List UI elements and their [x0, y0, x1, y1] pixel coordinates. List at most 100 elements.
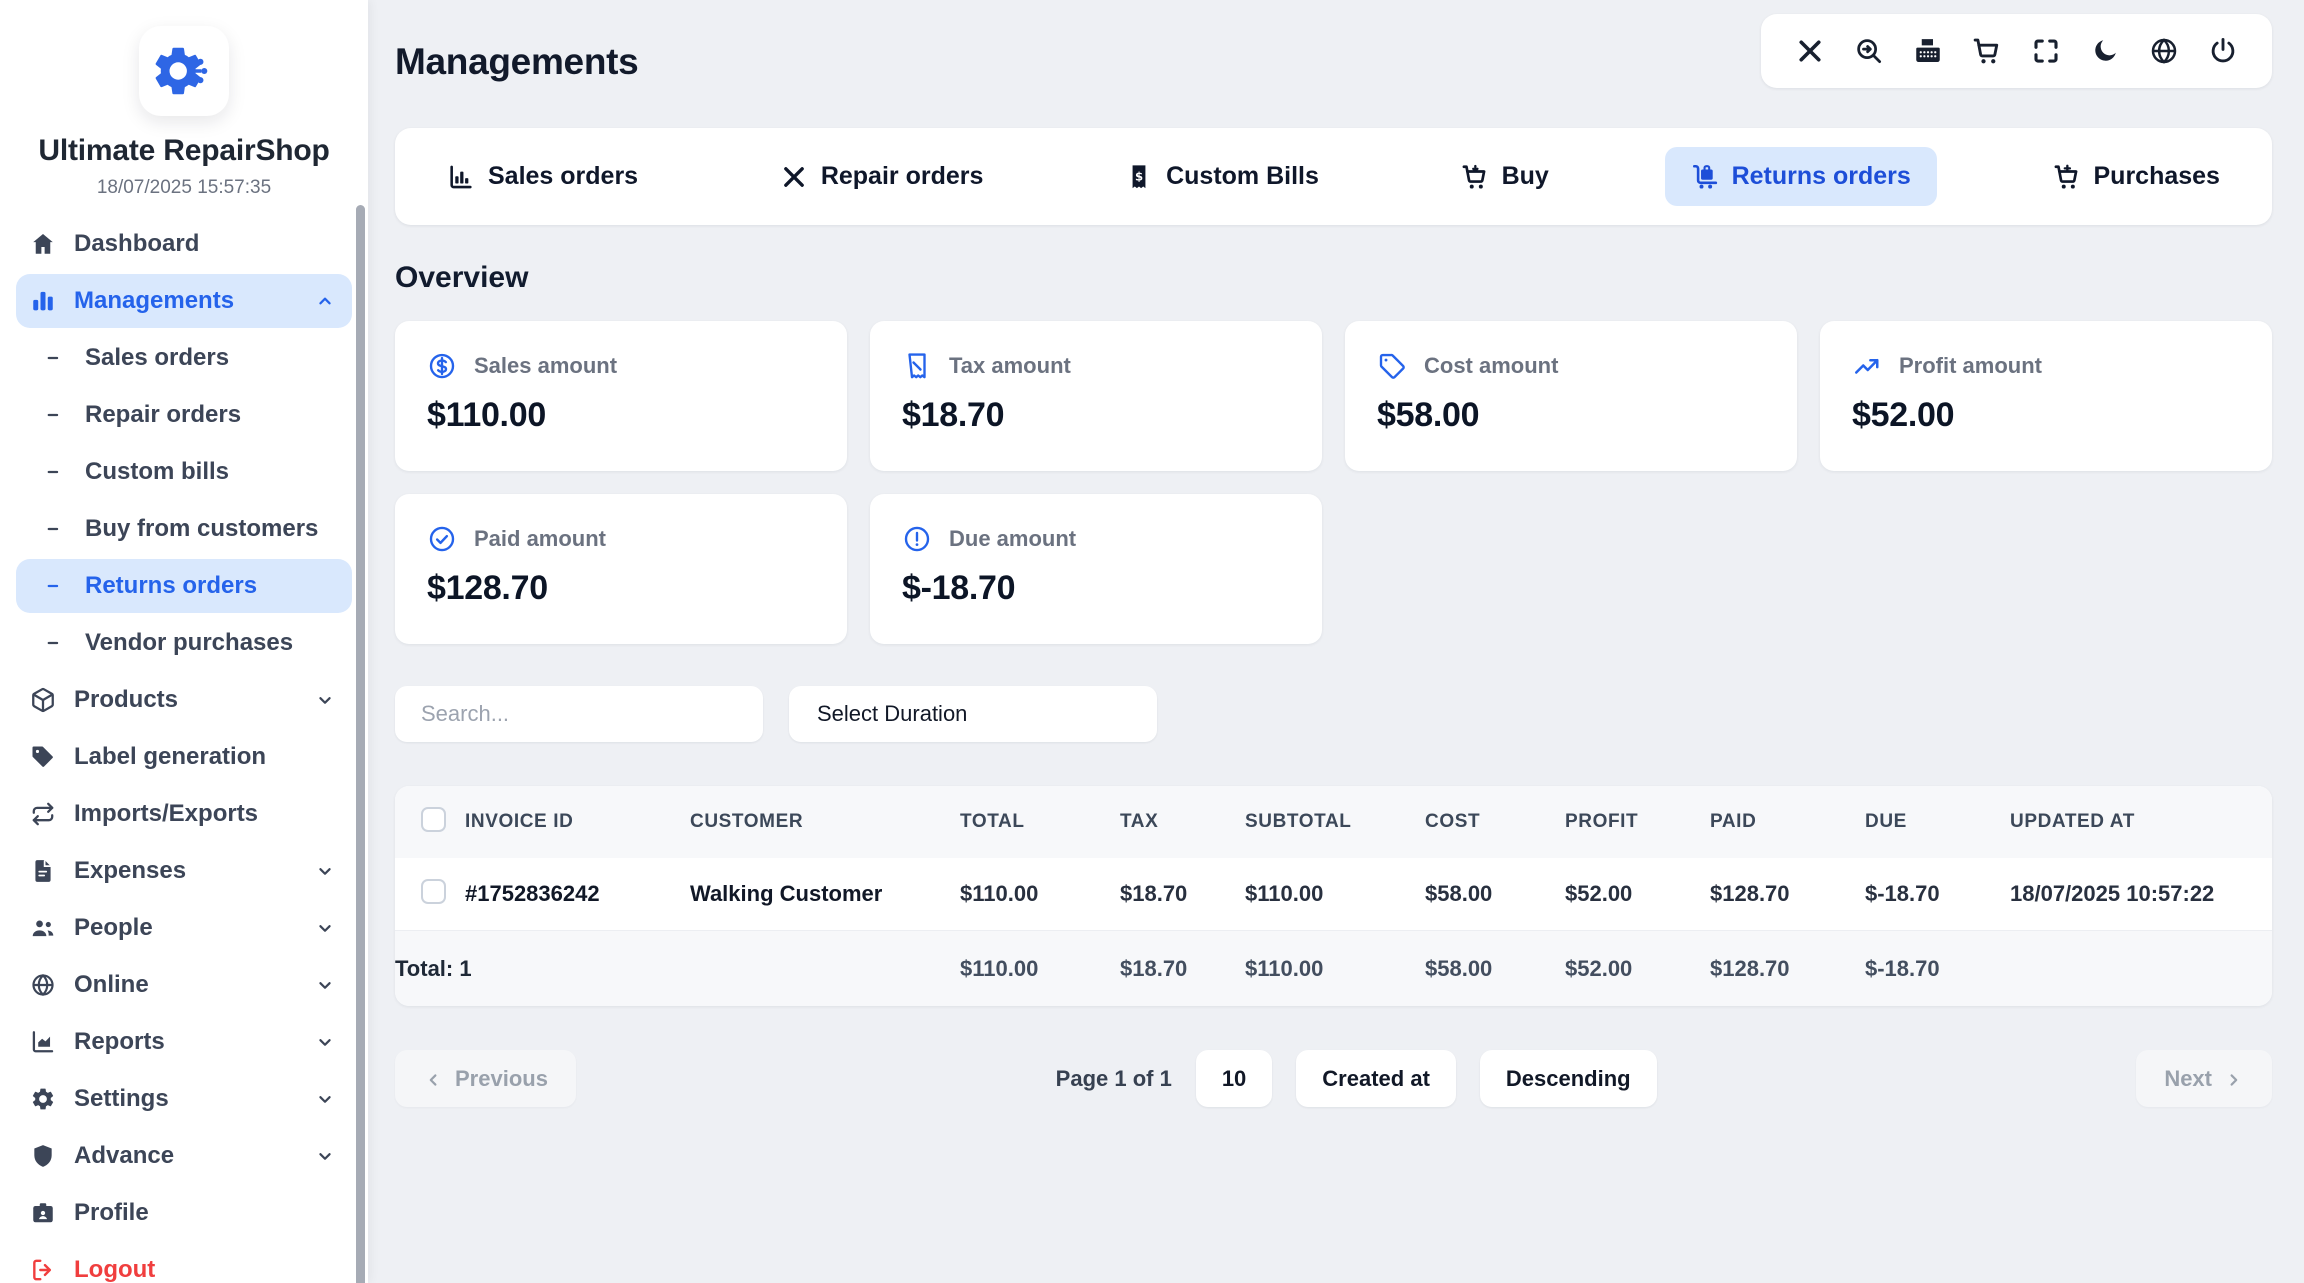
cash-register-icon [1916, 39, 1940, 62]
sidebar-menu: Dashboard Managements Sales orders Repair o… [0, 217, 368, 1283]
tab-repair-orders[interactable]: Repair orders [754, 147, 1010, 206]
tab-returns-orders[interactable]: Returns orders [1664, 147, 1937, 206]
cart-plus-icon [2054, 164, 2077, 189]
globe-icon [2151, 38, 2177, 64]
select-duration-button[interactable]: Select Duration [789, 686, 1157, 742]
cart-button[interactable] [1972, 36, 2002, 66]
sidebar-item-label: People [74, 914, 153, 941]
sidebar-item-repair-orders[interactable]: Repair orders [16, 388, 352, 442]
sidebar-item-label: Imports/Exports [74, 800, 259, 827]
stat-label: Sales amount [474, 353, 618, 378]
sidebar-item-label: Returns orders [85, 572, 258, 599]
sidebar-item-sales-orders[interactable]: Sales orders [16, 331, 352, 385]
select-all-checkbox[interactable] [421, 806, 446, 832]
next-page-button[interactable]: Next [2136, 1050, 2272, 1107]
people-icon [32, 920, 54, 937]
chevron-down-icon [319, 1039, 331, 1046]
stat-value: $110.00 [427, 396, 546, 434]
tab-label: Returns orders [1731, 162, 1911, 190]
table-row[interactable]: #1752836242 Walking Customer $110.00 $18.70… [395, 858, 2272, 930]
sidebar-item-online[interactable]: Online [16, 958, 352, 1012]
sidebar-item-logout[interactable]: Logout [16, 1243, 352, 1283]
cart-icon [1973, 38, 1999, 64]
stat-card-cost-amount: Cost amount $58.00 [1345, 321, 1797, 471]
power-icon [2211, 37, 2235, 63]
sidebar-item-label: Profile [74, 1199, 149, 1226]
dash-icon [47, 527, 59, 531]
sidebar-scrollbar[interactable] [356, 205, 365, 1283]
column-header-due: DUE [1865, 811, 1907, 832]
total-profit: $52.00 [1565, 955, 1633, 981]
app-logo [139, 26, 229, 116]
pagination-center: Page 1 of 1 10 Created at Descending [1056, 1050, 1657, 1107]
sidebar: Ultimate RepairShop 18/07/2025 15:57:35 … [0, 0, 368, 1283]
sort-field-select[interactable]: Created at [1296, 1050, 1456, 1107]
chevron-down-icon [319, 1096, 331, 1103]
fullscreen-button[interactable] [2031, 36, 2061, 66]
home-icon [33, 234, 53, 254]
search-input[interactable] [395, 686, 763, 742]
column-header-customer: CUSTOMER [690, 811, 804, 832]
tab-buy[interactable]: Buy [1435, 147, 1575, 206]
power-button[interactable] [2208, 36, 2238, 66]
tools-button[interactable] [1795, 36, 1825, 66]
stat-card-header: Sales amount [427, 351, 815, 381]
cell-invoice-id: #1752836242 [465, 881, 600, 906]
topbar-icon-toolbar [1761, 14, 2272, 88]
cell-tax: $18.70 [1120, 881, 1188, 906]
sidebar-item-label: Buy from customers [85, 515, 319, 542]
total-count-label: Total: 1 [395, 955, 472, 981]
dash-icon [47, 356, 59, 360]
globe-icon [32, 973, 54, 997]
tools-icon [1799, 40, 1821, 62]
stat-label: Due amount [949, 526, 1077, 551]
sidebar-item-settings[interactable]: Settings [16, 1072, 352, 1126]
tab-label: Purchases [2093, 162, 2220, 190]
sidebar-item-expenses[interactable]: Expenses [16, 844, 352, 898]
total-total: $110.00 [960, 955, 1039, 981]
header-checkbox-cell [395, 806, 465, 838]
stat-value: $18.70 [902, 396, 1005, 434]
settings-icon [32, 1088, 54, 1110]
sidebar-item-dashboard[interactable]: Dashboard [16, 217, 352, 271]
sort-order-select[interactable]: Descending [1479, 1050, 1657, 1107]
tab-custom-bills[interactable]: $ Custom Bills [1099, 147, 1345, 206]
tab-purchases[interactable]: Purchases [2027, 147, 2246, 206]
next-label: Next [2164, 1065, 2212, 1091]
moon-button[interactable] [2090, 36, 2120, 66]
tag-icon [1379, 353, 1405, 379]
sidebar-item-custom-bills[interactable]: Custom bills [16, 445, 352, 499]
previous-page-button[interactable]: Previous [395, 1050, 576, 1107]
sidebar-item-managements[interactable]: Managements [16, 274, 352, 328]
search-arrow-button[interactable] [1854, 36, 1884, 66]
stat-value: $128.70 [427, 569, 548, 607]
row-checkbox[interactable] [421, 878, 446, 904]
fullscreen-icon [2034, 39, 2058, 63]
sidebar-item-imports-exports[interactable]: Imports/Exports [16, 787, 352, 841]
page-size-select[interactable]: 10 [1195, 1050, 1273, 1107]
sidebar-item-returns-orders[interactable]: Returns orders [16, 559, 352, 613]
moon-icon [2095, 40, 2116, 61]
chevron-down-icon [319, 697, 331, 704]
sidebar-item-people[interactable]: People [16, 901, 352, 955]
globe-button[interactable] [2149, 36, 2179, 66]
sidebar-item-vendor-purchases[interactable]: Vendor purchases [16, 616, 352, 670]
dash-icon [47, 584, 59, 588]
previous-label: Previous [455, 1065, 548, 1091]
sidebar-item-profile[interactable]: Profile [16, 1186, 352, 1240]
check-circle-icon [429, 526, 455, 552]
total-due: $-18.70 [1865, 955, 1940, 981]
chevron-right-icon [2222, 1066, 2244, 1092]
sidebar-item-label-generation[interactable]: Label generation [16, 730, 352, 784]
sidebar-item-buy-from-customers[interactable]: Buy from customers [16, 502, 352, 556]
tab-sales-orders[interactable]: Sales orders [421, 147, 664, 206]
sidebar-item-label: Label generation [74, 743, 267, 770]
total-tax: $18.70 [1120, 955, 1188, 981]
tab-label: Buy [1501, 162, 1549, 190]
sidebar-item-reports[interactable]: Reports [16, 1015, 352, 1069]
sidebar-item-products[interactable]: Products [16, 673, 352, 727]
column-header-invoice-id: INVOICE ID [465, 811, 574, 832]
cash-register-button[interactable] [1913, 36, 1943, 66]
sidebar-item-advance[interactable]: Advance [16, 1129, 352, 1183]
cell-paid: $128.70 [1710, 881, 1790, 906]
